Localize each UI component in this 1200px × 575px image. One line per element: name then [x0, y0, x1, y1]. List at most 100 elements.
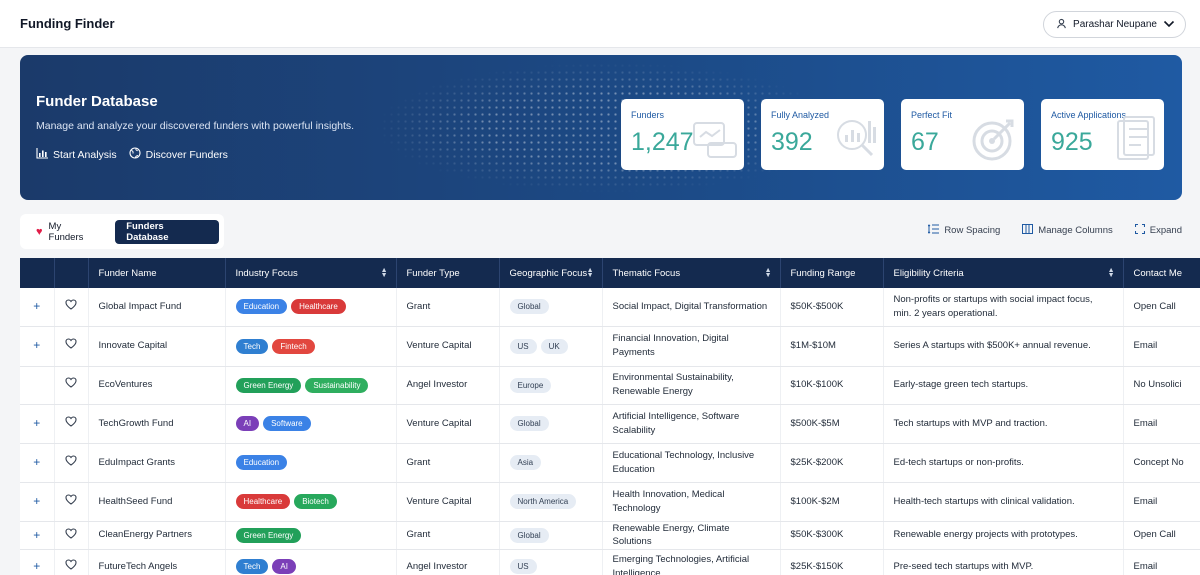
header-favorite — [54, 258, 89, 288]
funding-range: $1M-$10M — [790, 340, 836, 352]
heart-outline-icon[interactable] — [65, 338, 77, 352]
funder-name-cell[interactable]: Global Impact Fund — [88, 288, 226, 327]
heart-outline-icon[interactable] — [65, 377, 77, 391]
funding-range-cell: $50K-$500K — [780, 288, 884, 327]
funder-name-cell[interactable]: CleanEnergy Partners — [88, 521, 226, 551]
funder-type: Grant — [406, 456, 431, 468]
funder-name-cell[interactable]: FutureTech Angels — [88, 549, 226, 575]
page-subtitle: Manage and analyze your discovered funde… — [36, 120, 355, 132]
heart-outline-icon[interactable] — [65, 416, 77, 430]
row-spacing-button[interactable]: Row Spacing — [927, 224, 1000, 237]
contact-cell: Email — [1123, 549, 1200, 575]
heart-outline-icon[interactable] — [65, 299, 77, 313]
thematic-cell: Health Innovation, Medical Technology — [602, 482, 781, 522]
eligibility-criteria: Series A startups with $500K+ annual rev… — [893, 340, 1091, 352]
header-funder-name[interactable]: Funder Name — [88, 258, 226, 288]
contact-cell: Email — [1123, 482, 1200, 522]
industry-cell: Tech Fintech — [225, 326, 397, 367]
contact-cell: Email — [1123, 326, 1200, 367]
thematic-focus: Educational Technology, Inclusive Educat… — [612, 449, 755, 475]
view-tabs: ♥ My Funders Funders Database — [20, 214, 224, 249]
hero-actions: Start Analysis Discover Funders — [36, 147, 228, 162]
table-row[interactable]: + TechGrowth Fund AI Software Venture Capita… — [20, 404, 1200, 444]
header-geographic-focus[interactable]: Geographic Focus ▲ ▼ — [499, 258, 603, 288]
plus-icon[interactable]: + — [33, 527, 41, 542]
plus-icon[interactable]: + — [33, 299, 41, 314]
industry-tag: Healthcare — [235, 494, 291, 509]
tab-funders-database[interactable]: Funders Database — [115, 219, 219, 244]
discover-funders-label: Discover Funders — [145, 148, 228, 161]
table-row[interactable]: + Innovate Capital Tech Fintech Venture Capi… — [20, 326, 1200, 367]
favorite-cell — [54, 326, 89, 367]
sort-icon[interactable]: ▲ ▼ — [586, 267, 594, 279]
geographic-cell: US — [499, 549, 603, 575]
funding-range: $50K-$300K — [790, 529, 844, 541]
table-row[interactable]: + HealthSeed Fund Healthcare Biotech Venture… — [20, 482, 1200, 522]
tab-my-funders[interactable]: ♥ My Funders — [25, 220, 109, 244]
funder-name-cell[interactable]: EduImpact Grants — [88, 443, 226, 483]
thematic-cell: Educational Technology, Inclusive Educat… — [602, 443, 781, 483]
header-industry-focus[interactable]: Industry Focus ▲ ▼ — [225, 258, 397, 288]
industry-tag: Sustainability — [305, 377, 369, 393]
sort-icon[interactable]: ▲ ▼ — [380, 267, 388, 279]
plus-icon[interactable]: + — [33, 338, 41, 353]
industry-tag: Software — [263, 416, 311, 431]
funder-name: Innovate Capital — [98, 340, 168, 352]
table-row[interactable]: + Global Impact Fund Education Healthcare Gr… — [20, 288, 1200, 327]
industry-tag: Healthcare — [291, 299, 346, 315]
funder-name: HealthSeed Fund — [98, 495, 173, 507]
funding-range: $10K-$100K — [790, 379, 844, 391]
header-contact-method[interactable]: Contact Me — [1123, 258, 1200, 288]
header-funder-type[interactable]: Funder Type — [396, 258, 500, 288]
industry-tag: Tech — [235, 338, 269, 354]
heart-outline-icon[interactable] — [65, 528, 77, 542]
table-toolbar: Row Spacing Manage Columns Expand — [927, 223, 1182, 237]
funder-name-cell[interactable]: EcoVentures — [88, 366, 226, 405]
plus-icon[interactable]: + — [33, 558, 41, 573]
header-eligibility-criteria[interactable]: Eligibility Criteria ▲ ▼ — [883, 258, 1124, 288]
manage-columns-button[interactable]: Manage Columns — [1022, 224, 1113, 237]
expand-label: Expand — [1149, 225, 1182, 236]
industry-tag: Green Energy — [235, 527, 302, 543]
funder-name-cell[interactable]: HealthSeed Fund — [88, 482, 226, 522]
table-row[interactable]: + EduImpact Grants Education Grant Asia Educa… — [20, 443, 1200, 483]
expand-cell: + — [20, 482, 55, 522]
geographic-cell: Global — [499, 521, 603, 551]
funder-name: EduImpact Grants — [98, 456, 176, 468]
user-menu-button[interactable]: Parashar Neupane — [1043, 11, 1186, 38]
expand-button[interactable]: Expand — [1134, 223, 1182, 237]
sort-icon[interactable]: ▲ ▼ — [1107, 267, 1115, 279]
funder-name-cell[interactable]: TechGrowth Fund — [88, 404, 226, 444]
header-thematic-focus[interactable]: Thematic Focus ▲ ▼ — [602, 258, 781, 288]
header-funding-range[interactable]: Funding Range — [780, 258, 884, 288]
stat-label: Active Applications — [1051, 110, 1127, 120]
table-row[interactable]: + CleanEnergy Partners Green Energy Grant Gl… — [20, 521, 1200, 551]
funding-range: $500K-$5M — [790, 417, 840, 429]
user-name: Parashar Neupane — [1073, 19, 1157, 30]
discover-funders-link[interactable]: Discover Funders — [129, 147, 228, 162]
funding-range: $25K-$150K — [790, 560, 844, 572]
plus-icon[interactable]: + — [33, 415, 41, 430]
contact-method: Open Call — [1133, 300, 1176, 312]
row-spacing-icon — [927, 224, 940, 237]
start-analysis-link[interactable]: Start Analysis — [36, 147, 117, 162]
table-row[interactable]: EcoVentures Green Energy Sustainability Ang… — [20, 366, 1200, 405]
sort-icon[interactable]: ▲ ▼ — [764, 267, 772, 279]
hero-banner: Funder Database Manage and analyze your … — [20, 55, 1182, 200]
plus-icon[interactable]: + — [33, 493, 41, 508]
geo-tag: Europe — [509, 377, 552, 393]
heart-outline-icon[interactable] — [65, 455, 77, 469]
plus-icon[interactable]: + — [33, 454, 41, 469]
industry-cell: Education — [225, 443, 397, 483]
funder-type-cell: Venture Capital — [396, 404, 500, 444]
heart-outline-icon[interactable] — [65, 494, 77, 508]
funder-name-cell[interactable]: Innovate Capital — [88, 326, 226, 367]
top-bar: Funding Finder Parashar Neupane — [0, 0, 1200, 48]
expand-cell: + — [20, 521, 55, 551]
expand-icon — [1134, 223, 1145, 237]
stat-card-fully-analyzed: Fully Analyzed 392 — [761, 99, 884, 170]
thematic-cell: Artificial Intelligence, Software Scalab… — [602, 404, 781, 444]
table-row[interactable]: + FutureTech Angels Tech AI Angel Investor US… — [20, 549, 1200, 575]
contact-method: Concept No — [1133, 456, 1184, 468]
heart-outline-icon[interactable] — [65, 559, 77, 573]
